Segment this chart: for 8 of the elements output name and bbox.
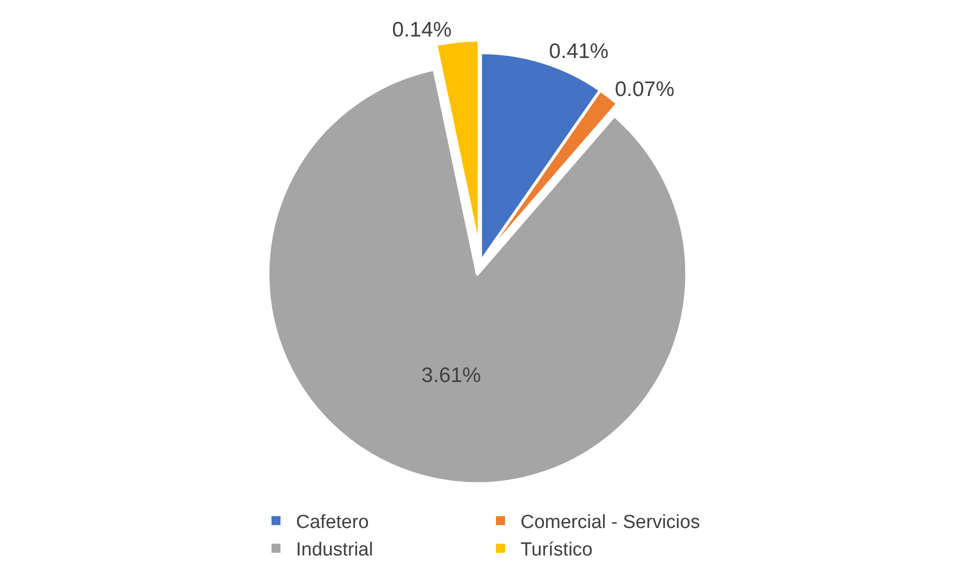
data-label: 0.14% [392,18,452,42]
legend-label: Turístico [520,540,593,561]
data-label: 0.07% [614,78,674,102]
data-label: 0.41% [549,40,609,64]
legend-label: Comercial - Servicios [520,512,700,534]
legend-label: Cafetero [296,512,369,534]
data-label: 3.61% [421,364,481,388]
legend-label: Industrial [296,540,374,561]
